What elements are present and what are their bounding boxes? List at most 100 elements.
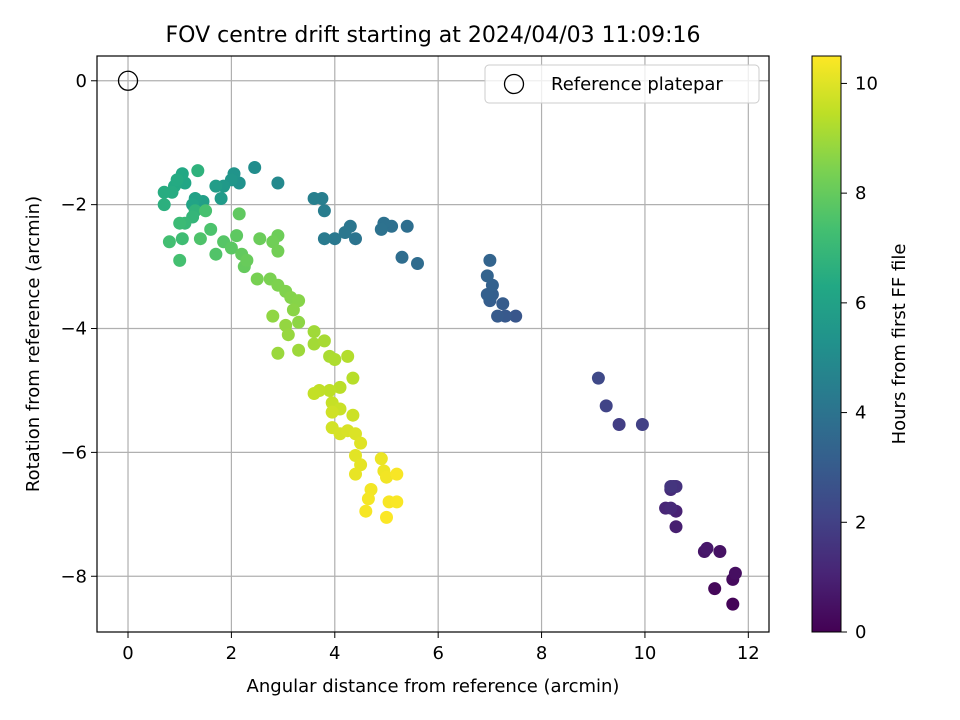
scatter-point (271, 176, 285, 190)
scatter-point (333, 380, 347, 394)
scatter-point (323, 384, 337, 397)
x-tick-label: 2 (226, 643, 237, 664)
scatter-point (193, 232, 207, 246)
scatter-point (292, 343, 306, 357)
colorbar-tick-label: 2 (855, 512, 866, 533)
scatter-point (240, 253, 254, 267)
scatter-point (328, 232, 342, 246)
scatter-point (728, 566, 742, 580)
scatter-point (713, 545, 727, 558)
scatter-point (700, 541, 714, 555)
scatter-point (224, 241, 238, 255)
scatter-point (341, 349, 355, 363)
scatter-point (271, 244, 285, 258)
scatter-point (483, 253, 497, 267)
grid-lines (97, 56, 769, 632)
scatter-point (390, 467, 404, 481)
scatter-point (191, 164, 205, 178)
scatter-point (307, 387, 321, 400)
y-tick-label: −8 (60, 566, 87, 587)
scatter-point (390, 495, 404, 509)
colorbar-tick-label: 0 (855, 622, 866, 643)
y-axis-label: Rotation from reference (arcmin) (23, 196, 44, 492)
scatter-point (307, 337, 321, 351)
scatter-point (708, 582, 722, 596)
scatter-point (230, 229, 244, 243)
scatter-point (317, 204, 331, 218)
scatter-point (248, 161, 262, 174)
scatter-point (591, 371, 605, 385)
legend-label: Reference platepar (551, 74, 723, 95)
scatter-point (664, 480, 678, 493)
colorbar-gradient (811, 55, 842, 633)
x-tick-label: 6 (432, 643, 443, 664)
x-tick-label: 0 (122, 643, 133, 664)
scatter-point (349, 467, 362, 481)
scatter-point (359, 504, 373, 518)
plot-frame (96, 55, 770, 633)
scatter-point (232, 207, 246, 221)
x-tick-label: 12 (737, 643, 760, 664)
scatter-point (325, 405, 339, 419)
scatter-point (338, 226, 352, 239)
colorbar-label: Hours from first FF file (889, 244, 910, 445)
scatter-point (669, 520, 683, 534)
scatter-point (173, 216, 187, 230)
scatter-point (250, 272, 264, 286)
legend-reference-marker (503, 73, 525, 95)
scatter-point (349, 232, 362, 246)
scatter-point (480, 269, 494, 283)
scatter-point (157, 185, 171, 199)
y-tick-label: −6 (60, 442, 87, 463)
y-tick-label: 0 (76, 71, 87, 92)
scatter-point (307, 192, 321, 205)
data-points (157, 161, 742, 611)
scatter-point (726, 597, 740, 611)
scatter-point (635, 418, 649, 431)
scatter-point (281, 328, 295, 342)
scatter-point (328, 353, 342, 366)
scatter-point (491, 309, 505, 323)
scatter-point (175, 232, 189, 246)
scatter-point (612, 418, 626, 431)
y-tick-label: −4 (60, 319, 87, 340)
scatter-point (317, 334, 331, 348)
scatter-point (395, 250, 409, 264)
scatter-point (496, 297, 510, 311)
scatter-point (664, 501, 678, 515)
scatter-point (307, 325, 321, 339)
scatter-point (253, 232, 267, 246)
scatter-point (400, 219, 414, 233)
scatter-point (374, 222, 388, 236)
x-tick-label: 10 (633, 643, 656, 664)
x-tick-label: 8 (536, 643, 547, 664)
scatter-point (266, 309, 280, 323)
y-tick-label: −2 (60, 195, 87, 216)
colorbar-ticks: 0 2 4 6 8 10 (841, 73, 878, 643)
colorbar-tick-label: 4 (855, 403, 866, 424)
scatter-point (157, 198, 171, 212)
scatter-point (317, 232, 331, 246)
scatter-point (411, 257, 424, 270)
scatter-point (361, 492, 375, 506)
scatter-point (354, 436, 368, 450)
scatter-point (346, 371, 360, 385)
reference-point (117, 70, 139, 91)
reference-marker (117, 70, 139, 91)
scatter-point (173, 253, 187, 267)
colorbar-tick-label: 8 (855, 183, 866, 204)
scatter-point (346, 408, 360, 422)
y-axis-ticks: 0 −2 −4 −6 −8 (60, 71, 97, 587)
scatter-point (374, 452, 388, 466)
scatter-point (271, 346, 285, 360)
scatter-point (204, 222, 218, 236)
scatter-point (209, 179, 223, 193)
scatter-point (214, 192, 228, 205)
scatter-point (286, 303, 300, 317)
legend: Reference platepar (484, 64, 760, 104)
legend-box (484, 64, 760, 104)
colorbar-tick-label: 6 (855, 293, 866, 314)
scatter-point (199, 204, 213, 218)
colorbar: 0 2 4 6 8 10 Hours from first FF file (811, 55, 910, 643)
